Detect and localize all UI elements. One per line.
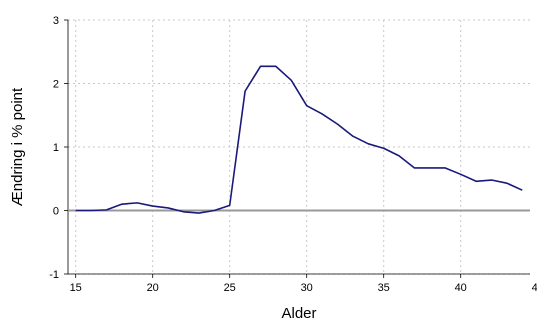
y-tick-label: -1 xyxy=(49,269,59,281)
x-axis-label: Alder xyxy=(281,305,316,322)
axes xyxy=(64,19,530,278)
x-tick-label: 40 xyxy=(455,282,467,294)
series-layer xyxy=(75,65,523,214)
x-tick-label: 15 xyxy=(70,282,82,294)
y-axis-label: Ændring i % point xyxy=(9,87,26,206)
x-tick-label: 20 xyxy=(147,282,159,294)
x-tick-label: 35 xyxy=(378,282,390,294)
y-tick-label: 0 xyxy=(53,206,59,218)
x-tick-label: 25 xyxy=(224,282,236,294)
series-line xyxy=(75,65,523,214)
y-tick-label: 1 xyxy=(53,142,59,154)
y-tick-label: 2 xyxy=(53,79,59,91)
x-tick-label: 45 xyxy=(532,282,537,294)
y-tick-label: 3 xyxy=(53,15,59,27)
grid xyxy=(68,19,530,275)
x-tick-label: 30 xyxy=(301,282,313,294)
tick-labels: 15 20 25 30 35 40 45 -1 0 1 2 3 xyxy=(49,15,537,294)
